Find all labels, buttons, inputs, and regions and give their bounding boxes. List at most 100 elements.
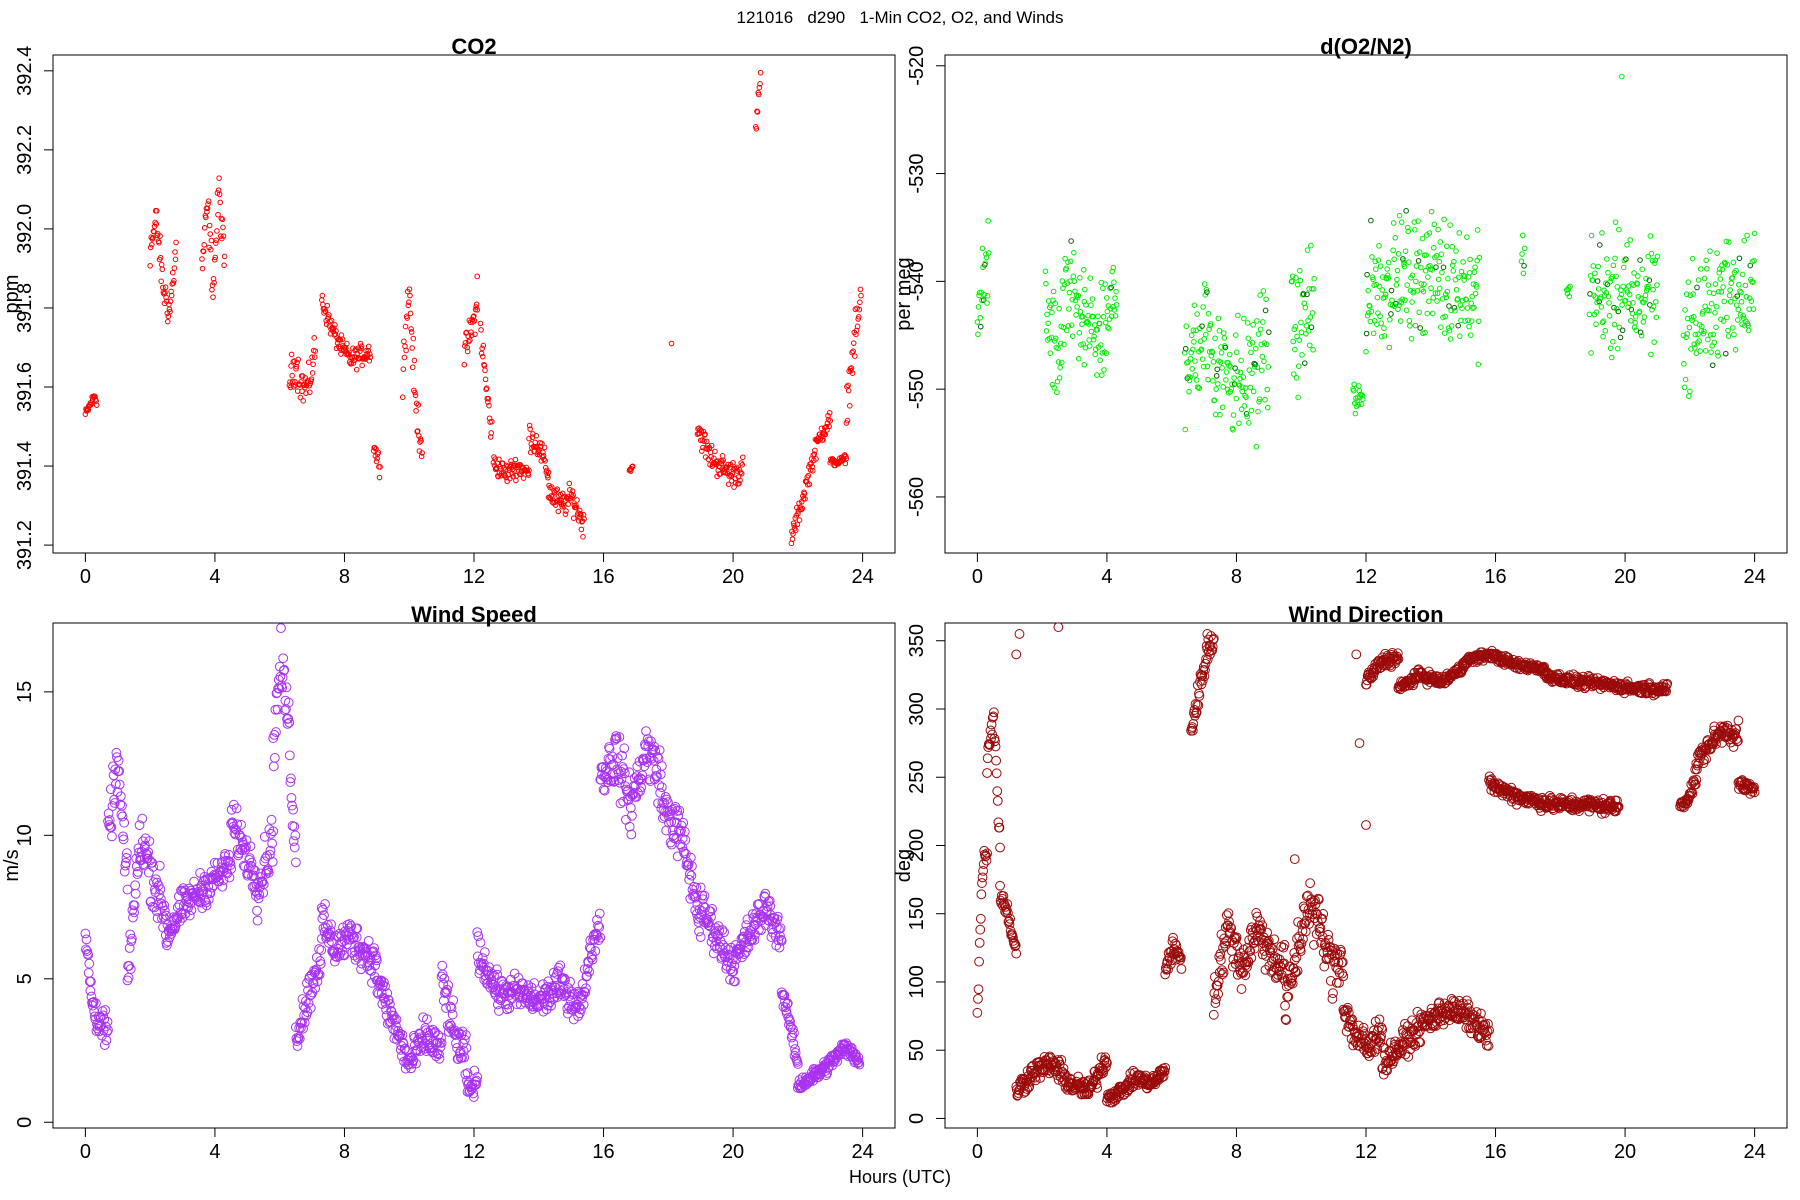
data-point xyxy=(1250,388,1257,395)
data-point xyxy=(401,354,408,361)
data-point xyxy=(1519,251,1525,257)
data-point xyxy=(153,221,160,227)
data-point xyxy=(478,958,489,969)
data-point xyxy=(1191,707,1202,718)
data-point xyxy=(109,798,120,808)
data-point xyxy=(1203,286,1210,293)
data-point xyxy=(1063,327,1070,334)
data-point xyxy=(1304,247,1311,253)
data-point xyxy=(790,1044,800,1054)
data-point xyxy=(314,969,325,980)
data-point xyxy=(977,323,984,330)
data-point xyxy=(491,964,502,975)
data-point xyxy=(1218,942,1228,953)
data-point xyxy=(313,968,324,979)
data-point xyxy=(1211,397,1218,403)
data-point xyxy=(286,773,296,784)
x-tick-label: 20 xyxy=(1614,566,1636,588)
data-point xyxy=(474,307,481,313)
data-point xyxy=(796,517,803,523)
data-point xyxy=(1619,327,1626,334)
data-point xyxy=(775,931,785,941)
data-point xyxy=(1101,367,1107,373)
data-point xyxy=(806,481,813,488)
data-point xyxy=(113,755,124,766)
data-point xyxy=(1737,311,1744,318)
data-point xyxy=(1408,335,1415,342)
data-point xyxy=(718,457,724,464)
data-point xyxy=(1471,1007,1482,1017)
data-point xyxy=(1464,234,1470,240)
data-point xyxy=(1428,285,1434,292)
data-point xyxy=(1697,348,1704,354)
data-point xyxy=(122,848,132,859)
data-point xyxy=(1450,268,1457,274)
data-point xyxy=(305,1003,316,1014)
data-point xyxy=(117,800,127,811)
data-point xyxy=(105,784,116,795)
data-point xyxy=(130,880,141,891)
data-point xyxy=(708,454,714,460)
data-point xyxy=(483,385,490,391)
data-point xyxy=(1613,273,1619,280)
data-point xyxy=(1210,377,1216,384)
data-point xyxy=(1690,291,1696,297)
data-point xyxy=(1739,271,1746,278)
data-point xyxy=(1252,911,1263,922)
data-point xyxy=(316,945,327,955)
data-point xyxy=(1385,1056,1396,1067)
data-point xyxy=(730,459,736,466)
data-point xyxy=(1073,1071,1084,1082)
data-point xyxy=(1238,357,1244,364)
data-point xyxy=(552,502,559,508)
data-point xyxy=(1325,976,1336,986)
data-point xyxy=(570,515,577,522)
data-point xyxy=(1075,355,1082,362)
data-point xyxy=(1365,309,1372,316)
data-point xyxy=(1620,283,1626,290)
data-point xyxy=(568,497,574,504)
data-point xyxy=(155,884,166,895)
data-point xyxy=(103,808,114,819)
data-point xyxy=(852,353,858,359)
data-point xyxy=(565,976,575,987)
data-point xyxy=(166,306,173,313)
data-point xyxy=(1410,288,1417,294)
data-point xyxy=(813,456,819,462)
data-point xyxy=(592,915,602,925)
data-point xyxy=(1397,318,1404,324)
data-point xyxy=(1384,272,1391,279)
data-point xyxy=(1595,286,1602,292)
data-point xyxy=(81,934,92,945)
data-point xyxy=(1705,336,1711,343)
data-point xyxy=(701,438,707,444)
data-point xyxy=(1309,913,1320,924)
data-point xyxy=(110,779,121,790)
data-point xyxy=(1413,278,1419,285)
data-point xyxy=(811,451,818,457)
data-point xyxy=(1367,318,1374,325)
data-point xyxy=(359,362,365,369)
data-point xyxy=(1264,961,1275,971)
data-point xyxy=(1642,292,1649,299)
data-point xyxy=(1388,311,1394,317)
y-tick-label: 391.6 xyxy=(14,362,36,412)
data-point xyxy=(1741,237,1748,244)
data-point xyxy=(1292,323,1299,330)
data-point xyxy=(1388,287,1395,294)
data-point xyxy=(1484,1025,1494,1036)
data-point xyxy=(1186,377,1193,384)
data-point xyxy=(1063,265,1069,272)
data-point xyxy=(974,956,984,967)
data-point xyxy=(737,469,744,476)
data-point xyxy=(1394,267,1401,274)
data-point xyxy=(798,498,805,505)
data-point xyxy=(1373,1036,1384,1047)
data-point xyxy=(283,713,294,724)
data-point xyxy=(1193,377,1200,383)
data-point xyxy=(1358,401,1365,407)
data-point xyxy=(1004,916,1014,926)
data-point xyxy=(1342,1002,1353,1013)
data-point xyxy=(980,851,991,862)
data-point xyxy=(1044,311,1050,318)
